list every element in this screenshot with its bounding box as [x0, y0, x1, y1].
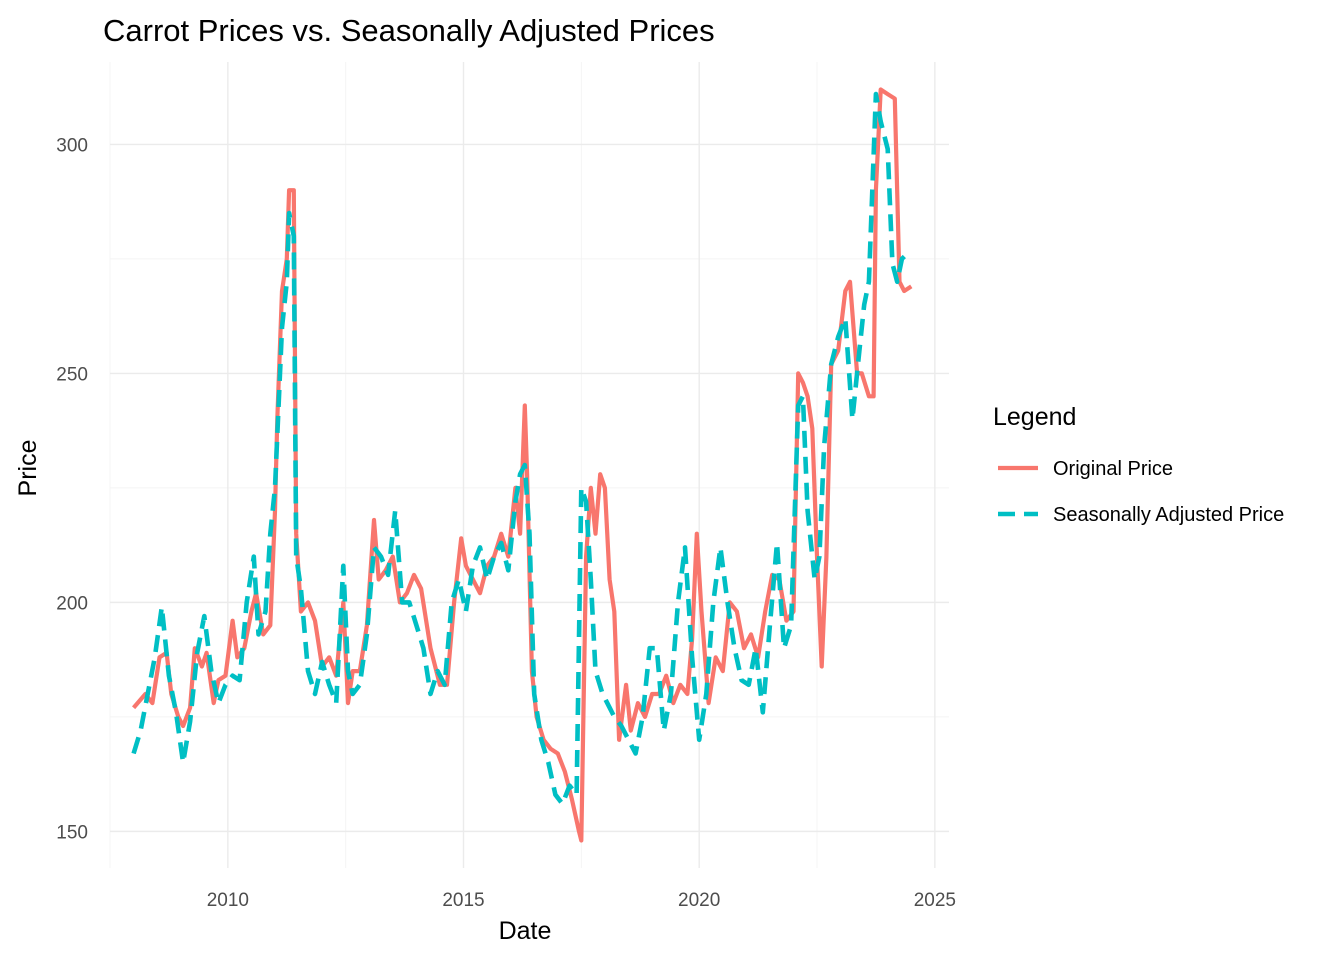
x-axis-title: Date	[499, 917, 552, 945]
y-tick-label: 250	[56, 364, 88, 385]
y-tick-label: 200	[56, 593, 88, 614]
legend-label-adjusted: Seasonally Adjusted Price	[1053, 504, 1284, 526]
y-tick-label: 300	[56, 135, 88, 156]
y-axis-title: Price	[14, 440, 42, 497]
y-tick-label: 150	[56, 822, 88, 843]
legend-label-original: Original Price	[1053, 458, 1173, 480]
x-tick-label: 2025	[914, 890, 956, 911]
legend-title: Legend	[993, 403, 1076, 431]
chart-title: Carrot Prices vs. Seasonally Adjusted Pr…	[103, 13, 715, 48]
series-lines	[131, 87, 913, 843]
seasonally-adjusted-price-line	[131, 91, 912, 807]
x-tick-label: 2010	[207, 890, 249, 911]
x-tick-label: 2015	[442, 890, 484, 911]
tick-labels: 2010 2015 2020 2025 150 200 250 300	[56, 135, 956, 911]
legend: Legend Original Price Seasonally Adjuste…	[993, 403, 1284, 526]
x-tick-label: 2020	[678, 890, 720, 911]
